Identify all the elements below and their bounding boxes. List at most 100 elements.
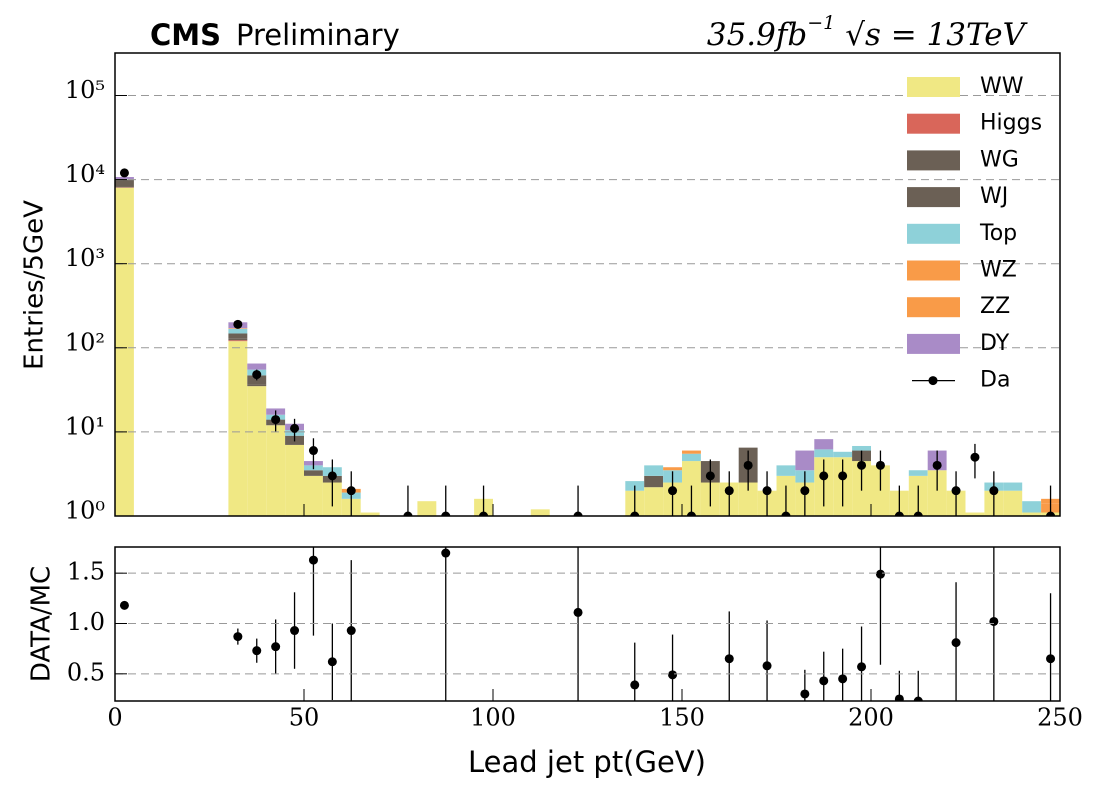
data-point — [308, 555, 318, 565]
data-point — [875, 460, 885, 470]
histogram-bar — [852, 445, 871, 451]
x-tick-label: 0 — [107, 704, 122, 732]
data-point — [838, 471, 848, 481]
data-point — [441, 511, 451, 516]
histogram-bar — [247, 363, 267, 370]
y-axis-label: Entries/5GeV — [20, 200, 50, 370]
lumi: 35.9fb — [707, 17, 807, 53]
data-point — [800, 486, 810, 496]
data-point — [819, 676, 829, 686]
data-point — [630, 680, 640, 690]
data-point — [573, 511, 583, 516]
x-tick-label: 50 — [289, 704, 320, 732]
data-point — [271, 415, 281, 425]
main-plot-area — [115, 168, 1060, 526]
data-point — [119, 600, 129, 610]
histogram-bar — [644, 487, 664, 516]
histogram-bar — [360, 512, 380, 516]
histogram-bar — [644, 475, 664, 488]
histogram-bar — [927, 470, 947, 516]
legend-label: WW — [980, 74, 1024, 99]
legend-swatch — [907, 187, 960, 208]
data-point — [327, 471, 337, 481]
histogram-bar — [115, 177, 134, 180]
histogram-bar — [1022, 512, 1042, 516]
histogram-bar — [644, 465, 664, 476]
histogram-bar — [493, 520, 512, 526]
y-tick-label: 10³ — [65, 244, 105, 272]
histogram-bar — [285, 444, 304, 516]
legend-label: Higgs — [980, 111, 1042, 136]
main-frame — [114, 52, 1061, 517]
y-tick-label: 10⁴ — [65, 160, 105, 188]
data-point — [857, 460, 867, 470]
data-point — [346, 486, 356, 496]
axes: 10⁰ 10¹ 10² 10³ 10⁴ 10⁵ 0.5 1.0 1.5 0 50 100 150 200 2… — [65, 76, 1083, 732]
x-tick-label: 250 — [1037, 704, 1083, 732]
histogram-bar — [228, 338, 248, 341]
y-tick-label: 10⁰ — [65, 497, 105, 525]
histogram-bar — [569, 524, 588, 526]
legend-swatch — [907, 333, 960, 354]
histogram-bar — [738, 482, 758, 516]
histogram-bar — [1022, 501, 1042, 513]
legend-label: Top — [979, 221, 1017, 246]
data-point — [441, 548, 451, 558]
histogram-bar — [436, 520, 455, 526]
legend-label: WZ — [980, 258, 1017, 283]
data-point — [724, 486, 734, 496]
y-tick-label: 0.5 — [67, 658, 105, 686]
data-point — [252, 646, 262, 656]
data-point — [290, 626, 300, 636]
y-tick-label: 10¹ — [65, 412, 105, 440]
data-point — [894, 694, 904, 701]
x-tick-label: 150 — [659, 704, 705, 732]
legend-swatch — [907, 77, 960, 97]
data-point — [479, 511, 489, 516]
histogram-bar — [776, 465, 796, 476]
data-point — [573, 607, 583, 617]
data-point — [743, 460, 753, 470]
lumi-label: 35.9fb−1 √s = 13TeV — [707, 12, 1029, 53]
ratio-plot-area — [119, 547, 1056, 701]
experiment-label: CMS — [150, 18, 221, 52]
legend-marker — [928, 376, 938, 386]
data-point — [989, 486, 999, 496]
legend-label: ZZ — [980, 294, 1010, 319]
data-point — [838, 674, 848, 684]
x-axis-label: Lead jet pt(GeV) — [468, 745, 706, 779]
data-point — [252, 370, 262, 380]
legend-swatch — [907, 150, 960, 171]
data-point — [668, 670, 678, 680]
histogram-bar — [115, 186, 134, 188]
histogram-bar — [682, 450, 701, 454]
data-point — [800, 689, 810, 699]
y-tick-label: 1.5 — [67, 558, 105, 586]
histogram-bar — [455, 524, 474, 526]
histogram-bar — [814, 449, 834, 458]
legend-label: WG — [980, 147, 1019, 172]
y-tick-label: 1.0 — [67, 608, 105, 636]
histogram-bar — [588, 520, 607, 526]
data-point — [271, 642, 281, 652]
histogram-bar — [228, 340, 248, 342]
histogram-bar — [682, 453, 701, 462]
data-point — [762, 661, 772, 671]
histogram-bar — [814, 439, 834, 450]
y-tick-label: 10⁵ — [65, 76, 105, 104]
histogram-bar — [115, 180, 134, 187]
histogram-bar — [304, 475, 323, 516]
histogram-bar — [247, 386, 267, 516]
ratio-frame — [114, 546, 1061, 702]
histogram-bar — [247, 384, 267, 387]
data-point — [346, 626, 356, 636]
data-point — [894, 511, 904, 516]
histogram-bar — [908, 470, 928, 476]
legend: WW Higgs WG WJ Top WZ ZZ DY Da — [907, 74, 1042, 393]
data-point — [762, 486, 772, 496]
data-point — [686, 511, 696, 516]
legend-swatch — [907, 113, 960, 134]
data-point — [819, 471, 829, 481]
y-tick-label: 10² — [65, 328, 105, 356]
